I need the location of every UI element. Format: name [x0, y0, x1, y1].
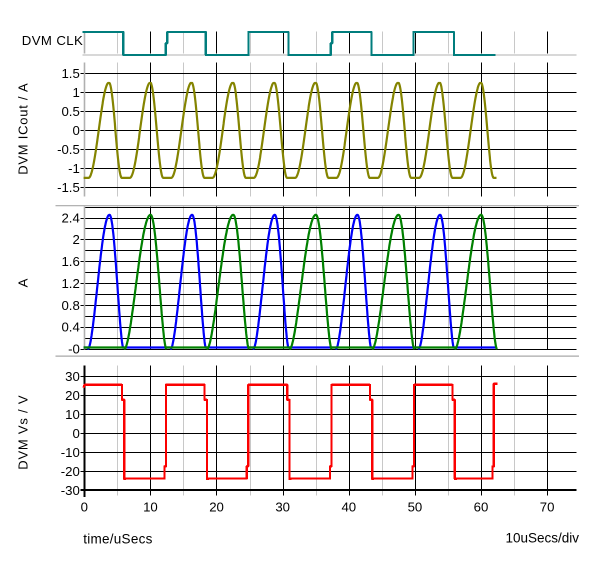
- svg-text:0.4: 0.4: [61, 320, 79, 335]
- svg-text:-0.5: -0.5: [57, 142, 80, 157]
- svg-text:30: 30: [65, 369, 80, 384]
- svg-text:time/uSecs: time/uSecs: [83, 531, 152, 546]
- svg-text:-1: -1: [68, 161, 80, 176]
- svg-text:20: 20: [65, 388, 80, 403]
- svg-text:60: 60: [474, 499, 489, 514]
- svg-text:DVM ICout / A: DVM ICout / A: [15, 83, 30, 175]
- svg-text:2: 2: [72, 232, 79, 247]
- svg-text:10uSecs/div: 10uSecs/div: [505, 530, 579, 545]
- svg-text:DVM Vs / V: DVM Vs / V: [15, 395, 30, 470]
- svg-text:A: A: [15, 278, 30, 287]
- svg-text:1.2: 1.2: [61, 276, 79, 291]
- svg-text:0: 0: [72, 426, 79, 441]
- svg-text:10: 10: [143, 499, 158, 514]
- svg-text:-0: -0: [68, 342, 80, 357]
- svg-text:1.5: 1.5: [61, 66, 79, 81]
- svg-text:10: 10: [65, 407, 80, 422]
- svg-text:2.4: 2.4: [61, 210, 79, 225]
- svg-text:0.5: 0.5: [61, 104, 79, 119]
- svg-text:1.6: 1.6: [61, 254, 79, 269]
- svg-text:1: 1: [72, 85, 79, 100]
- svg-text:-20: -20: [61, 464, 80, 479]
- svg-text:30: 30: [275, 499, 290, 514]
- svg-text:0: 0: [72, 123, 79, 138]
- svg-text:40: 40: [341, 499, 356, 514]
- svg-text:-30: -30: [61, 483, 80, 498]
- svg-text:70: 70: [540, 499, 555, 514]
- svg-text:-10: -10: [61, 445, 80, 460]
- svg-text:DVM CLK: DVM CLK: [22, 33, 83, 48]
- svg-text:20: 20: [209, 499, 224, 514]
- svg-text:50: 50: [408, 499, 423, 514]
- svg-text:-1.5: -1.5: [57, 180, 80, 195]
- svg-text:0.8: 0.8: [61, 298, 79, 313]
- svg-text:0: 0: [81, 499, 88, 514]
